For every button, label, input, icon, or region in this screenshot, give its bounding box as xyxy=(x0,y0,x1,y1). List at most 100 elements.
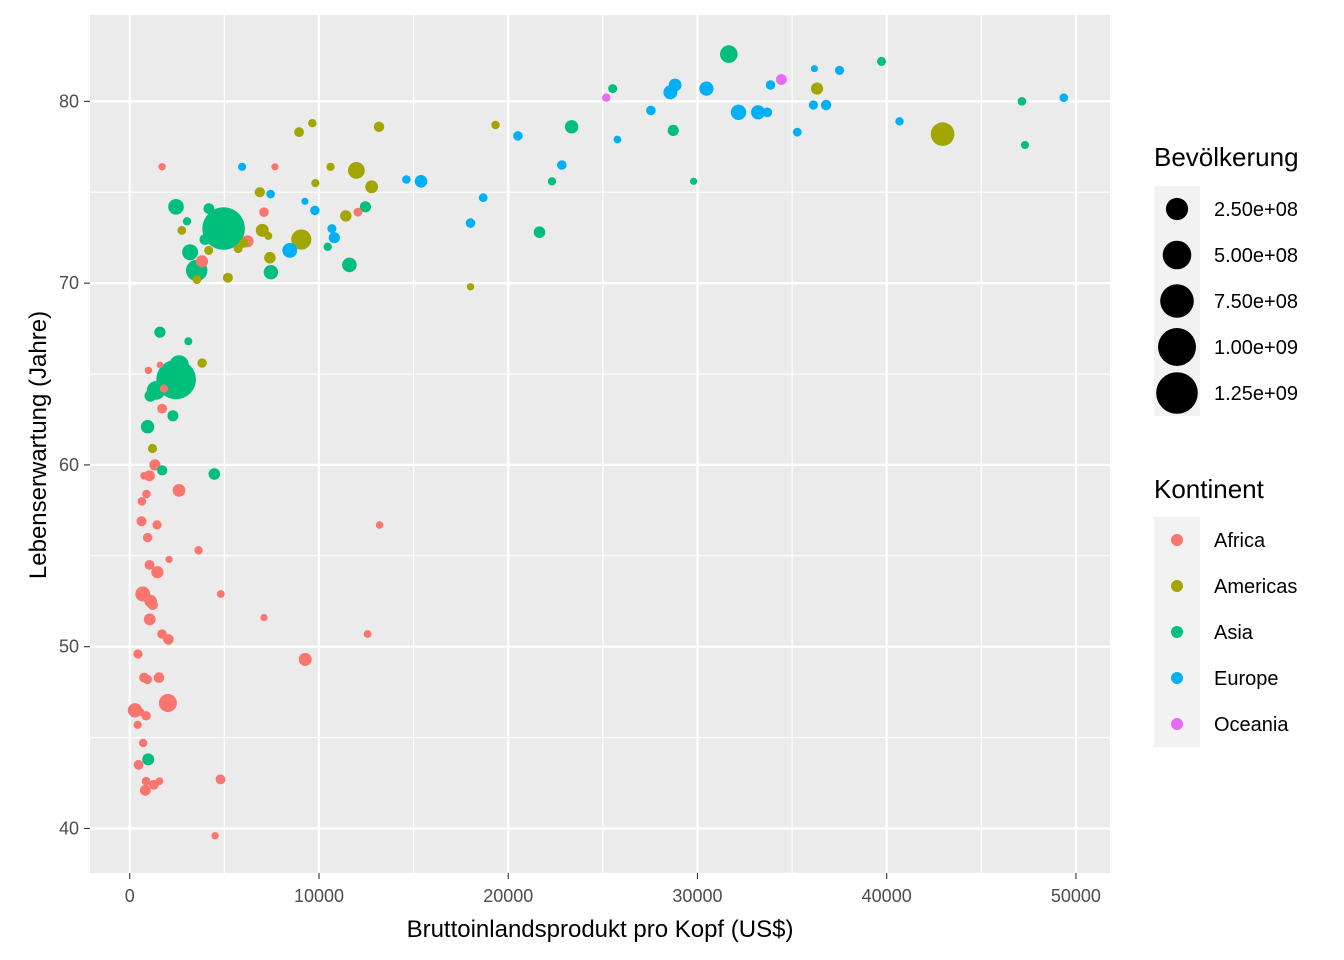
data-point-americas xyxy=(340,210,352,222)
data-point-americas xyxy=(326,162,335,171)
color-legend-key xyxy=(1171,580,1183,592)
data-point-europe xyxy=(414,175,428,188)
data-point-asia xyxy=(323,242,332,251)
data-point-americas xyxy=(197,358,207,368)
data-point-europe xyxy=(557,160,567,170)
data-point-asia xyxy=(667,124,679,136)
data-point-africa xyxy=(155,777,164,786)
size-legend-key xyxy=(1156,372,1198,414)
data-point-asia xyxy=(203,203,215,215)
y-tick-label: 50 xyxy=(59,637,79,657)
data-point-africa xyxy=(271,163,279,171)
size-legend-label: 1.00e+09 xyxy=(1214,337,1298,359)
size-legend-label: 1.25e+09 xyxy=(1214,383,1298,405)
data-point-africa xyxy=(136,708,145,716)
data-point-africa xyxy=(215,774,226,785)
data-point-africa xyxy=(147,599,158,611)
data-point-africa xyxy=(211,832,219,840)
data-point-europe xyxy=(328,232,340,244)
data-point-asia xyxy=(263,265,279,280)
color-legend-key xyxy=(1171,672,1183,684)
data-point-europe xyxy=(834,65,845,75)
data-point-americas xyxy=(365,180,378,194)
data-point-africa xyxy=(137,497,147,506)
data-point-africa xyxy=(144,366,153,375)
data-point-africa xyxy=(133,759,144,770)
size-legend-key xyxy=(1165,197,1189,221)
data-point-americas xyxy=(233,244,243,254)
y-tick-label: 70 xyxy=(59,273,79,293)
data-point-asia xyxy=(169,355,189,375)
data-point-europe xyxy=(613,135,622,144)
data-point-americas xyxy=(308,119,317,128)
data-point-americas xyxy=(222,272,233,283)
data-point-africa xyxy=(259,207,269,217)
size-legend-label: 7.50e+08 xyxy=(1214,291,1298,313)
data-point-asia xyxy=(144,389,157,402)
data-point-africa xyxy=(144,470,155,482)
data-point-africa xyxy=(375,521,384,529)
x-axis-title: Bruttoinlandsprodukt pro Kopf (US$) xyxy=(407,916,794,943)
data-point-africa xyxy=(142,489,151,499)
data-point-asia xyxy=(1021,141,1029,149)
data-point-europe xyxy=(310,205,320,216)
data-point-europe xyxy=(699,81,714,96)
data-point-oceania xyxy=(602,93,611,102)
data-point-americas xyxy=(466,283,475,291)
y-tick-label: 40 xyxy=(59,818,79,838)
data-point-americas xyxy=(147,443,158,454)
data-point-europe xyxy=(327,224,337,234)
data-point-asia xyxy=(342,257,357,273)
data-point-americas xyxy=(348,162,365,179)
plot-panel xyxy=(90,15,1110,873)
data-point-africa xyxy=(153,672,165,683)
data-point-africa xyxy=(158,694,177,712)
data-point-europe xyxy=(301,197,309,205)
size-legend-key xyxy=(1158,328,1196,366)
x-tick-label: 40000 xyxy=(862,886,912,906)
data-point-asia xyxy=(167,410,179,422)
data-point-europe xyxy=(765,80,776,90)
data-point-africa xyxy=(136,516,147,527)
data-point-europe xyxy=(282,243,298,258)
color-legend-label: Oceania xyxy=(1214,714,1289,736)
data-point-europe xyxy=(646,105,656,116)
data-point-asia xyxy=(168,199,184,215)
data-point-americas xyxy=(264,231,273,240)
data-point-europe xyxy=(792,127,802,137)
data-point-americas xyxy=(930,122,955,146)
data-point-africa xyxy=(353,207,363,217)
color-legend-label: Americas xyxy=(1214,576,1297,598)
data-point-americas xyxy=(254,187,265,198)
data-point-americas xyxy=(311,179,320,188)
data-point-africa xyxy=(157,403,168,414)
y-axis-title: Lebenserwartung (Jahre) xyxy=(25,311,52,579)
data-point-europe xyxy=(810,65,818,73)
data-point-africa xyxy=(298,652,312,666)
data-point-asia xyxy=(1017,97,1027,106)
data-point-asia xyxy=(877,56,886,66)
data-point-europe xyxy=(820,99,832,111)
data-point-africa xyxy=(142,532,153,543)
panel-background xyxy=(90,15,1110,873)
data-point-africa xyxy=(143,613,156,626)
data-point-asia xyxy=(154,326,166,338)
data-point-africa xyxy=(144,560,155,570)
data-point-asia xyxy=(359,201,371,213)
x-tick-label: 30000 xyxy=(672,886,722,906)
size-legend-key xyxy=(1160,284,1194,318)
color-legend-label: Europe xyxy=(1214,668,1279,690)
color-legend-title: Kontinent xyxy=(1154,474,1265,504)
data-point-europe xyxy=(753,109,763,119)
data-point-europe xyxy=(895,117,904,126)
data-point-asia xyxy=(210,233,220,243)
color-legend: Kontinent Africa Americas Asia Europe Oceani… xyxy=(1154,474,1297,747)
data-point-africa xyxy=(194,546,203,555)
data-point-africa xyxy=(158,163,166,171)
data-point-asia xyxy=(184,337,193,346)
size-legend-label: 2.50e+08 xyxy=(1214,199,1298,221)
data-point-europe xyxy=(478,193,488,203)
color-legend-key xyxy=(1171,626,1183,638)
data-point-europe xyxy=(266,189,275,199)
data-point-oceania xyxy=(776,74,787,85)
